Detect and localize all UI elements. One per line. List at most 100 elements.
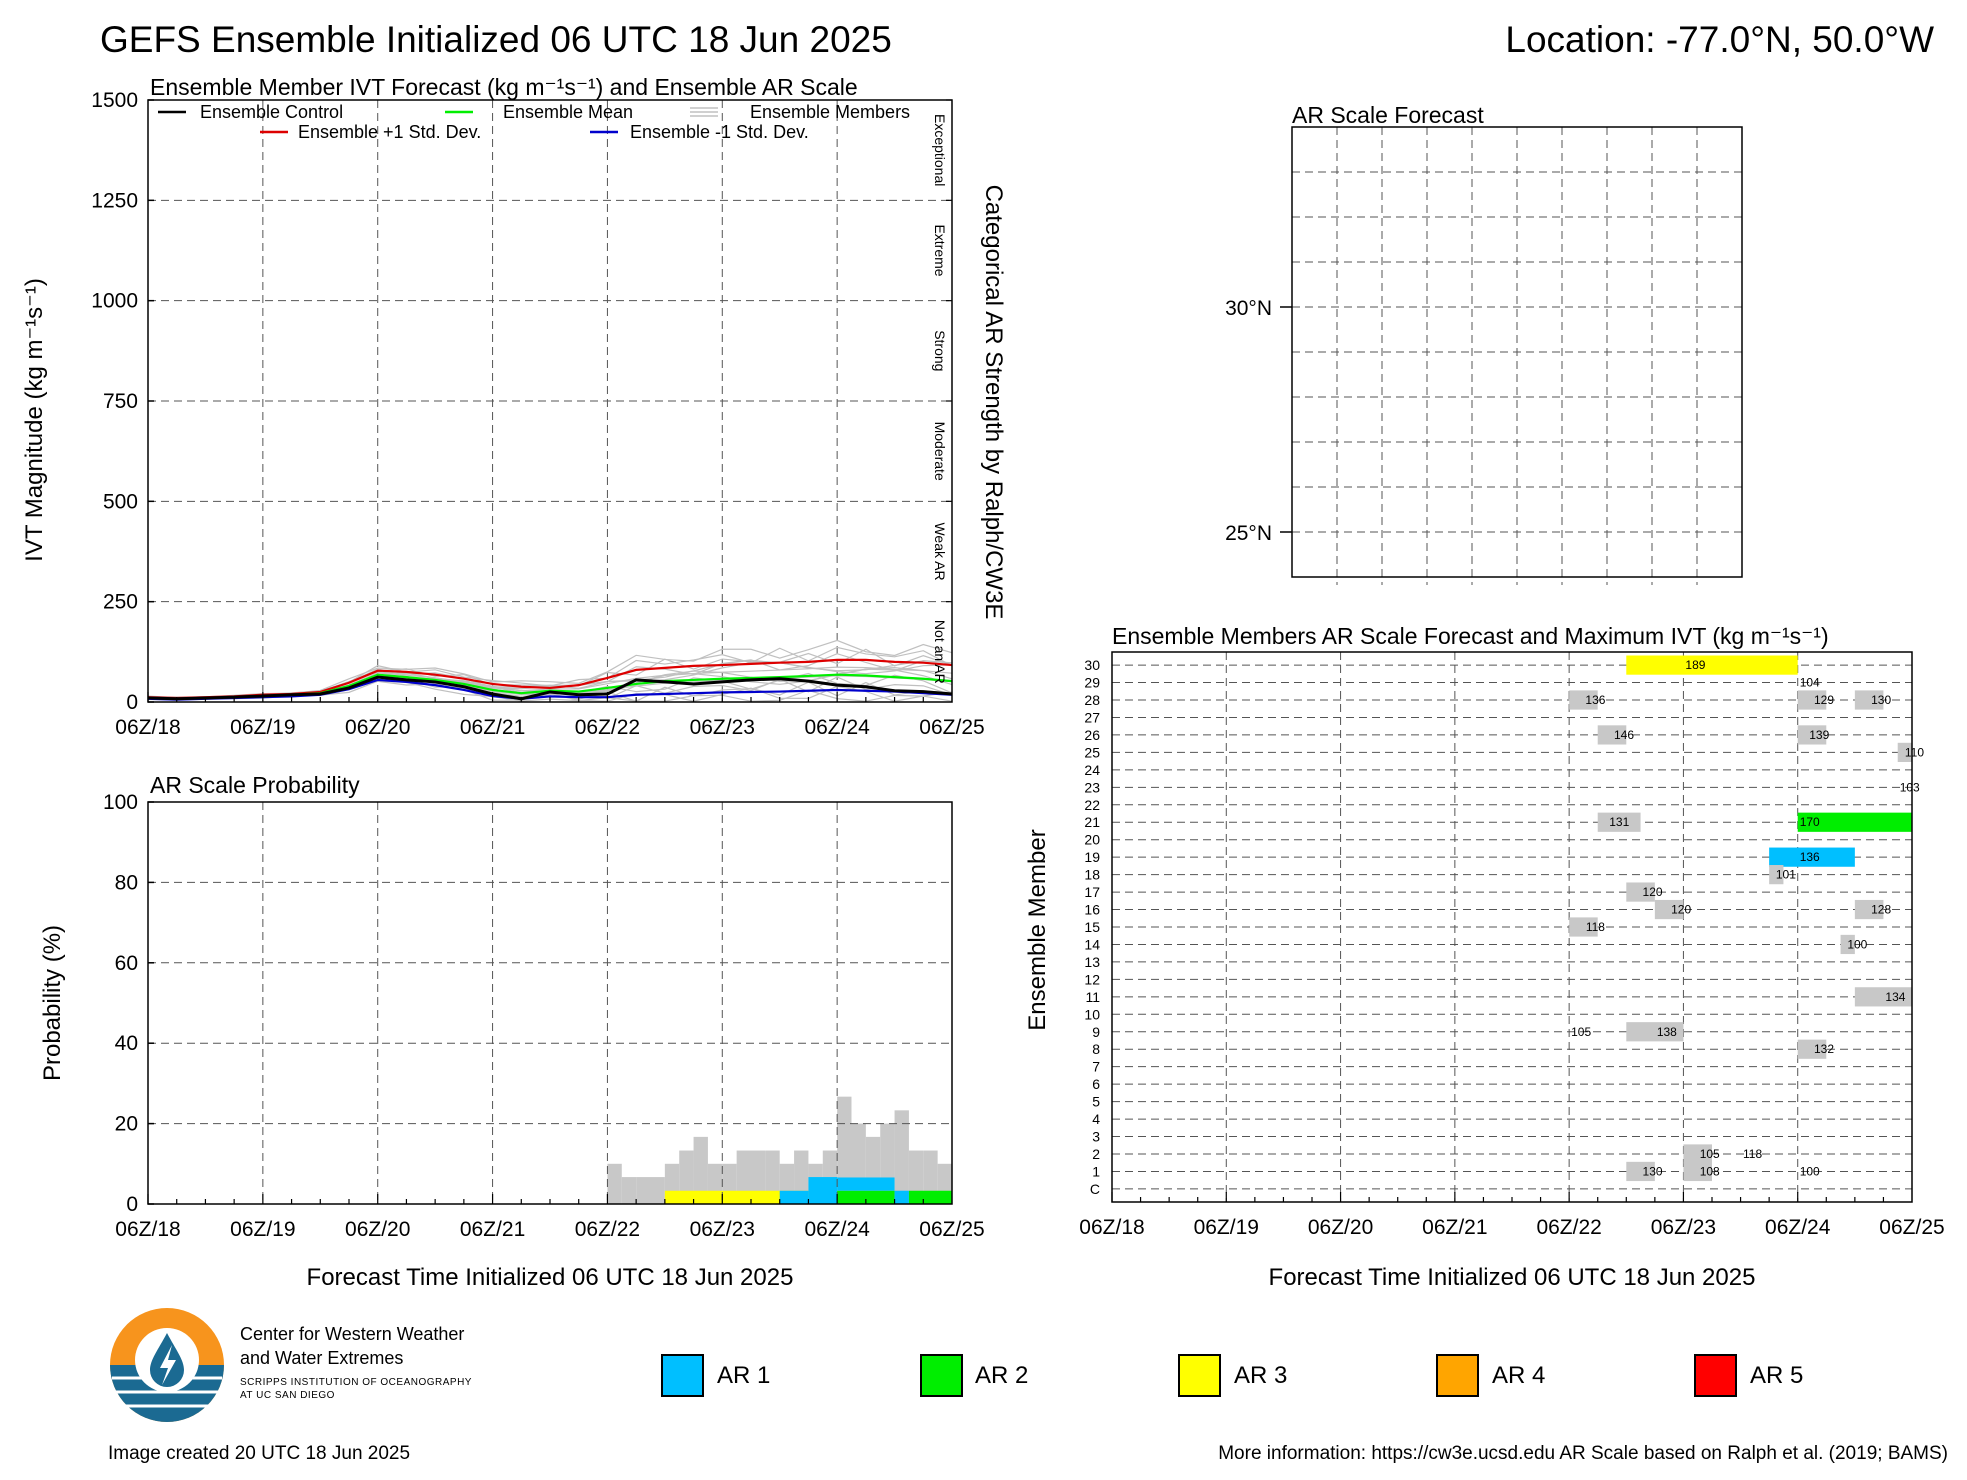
members-ytick-label: 20 <box>1084 832 1100 848</box>
member-max-ivt-label: 136 <box>1800 850 1820 864</box>
logo-line4: AT UC SAN DIEGO <box>240 1390 335 1401</box>
prob-any-bar <box>693 1136 708 1204</box>
prob-xtick-label: 06Z/22 <box>575 1218 640 1241</box>
prob-ytick-label: 40 <box>115 1032 138 1055</box>
member-26-gray-bar <box>1597 725 1627 745</box>
member-max-ivt-label: 129 <box>1814 693 1834 707</box>
member-21-gray-bar <box>1597 812 1641 832</box>
map-lat-30: 30°N <box>1225 297 1272 320</box>
prob-xtick-label: 06Z/23 <box>690 1218 755 1241</box>
ar2-swatch <box>920 1354 963 1397</box>
ivt-xtick-label: 06Z/18 <box>115 716 180 739</box>
prob-ar1-bar <box>894 1190 909 1204</box>
prob-any-bar <box>794 1150 809 1204</box>
prob-ar2-bar <box>837 1190 895 1204</box>
ivt-series-control <box>147 675 953 701</box>
footer-created: Image created 20 UTC 18 Jun 2025 <box>108 1443 410 1464</box>
cw3e-logo-icon <box>110 1308 224 1422</box>
members-ytick-label: 17 <box>1084 884 1100 900</box>
prob-xlabel: Forecast Time Initialized 06 UTC 18 Jun … <box>307 1264 794 1291</box>
map-frame <box>1291 126 1743 578</box>
prob-ylabel: Probability (%) <box>39 925 66 1081</box>
members-ytick-label: 28 <box>1084 692 1100 708</box>
members-ytick-label: 25 <box>1084 744 1100 760</box>
ivt-ytick-label: 1500 <box>91 89 138 112</box>
ivt-ytick-label: 1250 <box>91 189 138 212</box>
member-max-ivt-label: 170 <box>1800 815 1820 829</box>
member-18-gray-bar <box>1769 865 1784 885</box>
prob-any-bar <box>679 1150 694 1204</box>
prob-plot-frame <box>147 801 953 1205</box>
member-8-gray-bar <box>1797 1039 1827 1059</box>
prob-xtick-label: 06Z/18 <box>115 1218 180 1241</box>
member-max-ivt-label: 132 <box>1814 1042 1834 1056</box>
member-1-gray-bar <box>1626 1161 1655 1182</box>
ivt-chart: Ensemble Member IVT Forecast (kg m⁻¹s⁻¹)… <box>21 74 1007 739</box>
member-max-ivt-label: 134 <box>1885 990 1905 1004</box>
member-max-ivt-label: 146 <box>1614 728 1634 742</box>
ivt-chart-title: Ensemble Member IVT Forecast (kg m⁻¹s⁻¹)… <box>150 74 858 100</box>
prob-ar1-bar <box>837 1177 895 1191</box>
member-max-ivt-label: 139 <box>1809 728 1829 742</box>
ivt-xtick-label: 06Z/21 <box>460 716 525 739</box>
figure-title: GEFS Ensemble Initialized 06 UTC 18 Jun … <box>100 19 892 60</box>
member-28-gray-bar <box>1569 690 1598 710</box>
members-xtick-label: 06Z/21 <box>1422 1216 1487 1239</box>
ar3-label: AR 3 <box>1234 1362 1287 1389</box>
prob-any-bar <box>650 1177 665 1204</box>
member-max-ivt-label: 136 <box>1585 693 1605 707</box>
prob-ytick-label: 80 <box>115 871 138 894</box>
member-max-ivt-label: 118 <box>1586 920 1605 934</box>
member-16-gray-bar <box>1654 899 1684 920</box>
ivt-category-label: Extreme <box>932 224 948 276</box>
members-ytick-label: 23 <box>1084 779 1100 795</box>
members-ytick-label: 14 <box>1084 936 1100 952</box>
member-9-gray-bar <box>1626 1022 1684 1042</box>
prob-any-bar <box>621 1177 637 1204</box>
member-2-gray-bar <box>1683 1144 1712 1164</box>
ivt-xtick-label: 06Z/25 <box>919 716 984 739</box>
ivt-xtick-label: 06Z/23 <box>690 716 755 739</box>
member-max-ivt-label: 101 <box>1776 868 1796 882</box>
ar4-swatch <box>1436 1354 1479 1397</box>
ivt-ylabel: IVT Magnitude (kg m⁻¹s⁻¹) <box>21 278 48 562</box>
ivt-category-label: Not an AR <box>932 620 948 684</box>
member-28-gray-bar <box>1797 690 1827 710</box>
member-max-ivt-label: 130 <box>1643 1164 1663 1178</box>
prob-any-bar <box>894 1110 909 1204</box>
member-max-ivt-label: 130 <box>1871 693 1891 707</box>
member-19-ar1-bar <box>1769 847 1855 867</box>
ar3-swatch <box>1178 1354 1221 1397</box>
members-ytick-label: 8 <box>1092 1041 1100 1057</box>
prob-ar1-bar <box>779 1190 809 1204</box>
member-max-ivt-label: 120 <box>1671 903 1691 917</box>
members-ytick-label: 11 <box>1085 989 1100 1005</box>
map-title: AR Scale Forecast <box>1292 102 1484 128</box>
members-xtick-label: 06Z/20 <box>1308 1216 1373 1239</box>
footer-info: More information: https://cw3e.ucsd.edu … <box>1218 1443 1948 1464</box>
members-ytick-label: 12 <box>1084 971 1100 987</box>
legend-control-label: Ensemble Control <box>200 102 343 122</box>
member-max-ivt-label: 104 <box>1800 676 1820 690</box>
members-chart: Ensemble Members AR Scale Forecast and M… <box>1024 623 1945 1291</box>
prob-chart-title: AR Scale Probability <box>150 772 360 798</box>
member-21-ar2-bar <box>1797 812 1912 832</box>
logo-line3: SCRIPPS INSTITUTION OF OCEANOGRAPHY <box>240 1377 472 1388</box>
prob-ar2-bar <box>908 1190 952 1204</box>
member-25-gray-bar <box>1897 742 1912 762</box>
members-ytick-label: 24 <box>1084 762 1100 778</box>
members-ytick-label: 7 <box>1092 1059 1100 1075</box>
member-max-ivt-label: 131 <box>1609 815 1629 829</box>
ivt-ytick-label: 1000 <box>91 290 138 313</box>
ivt-xtick-label: 06Z/24 <box>804 716 870 739</box>
map-lat-25: 25°N <box>1225 522 1272 545</box>
ivt-category-label: Strong <box>932 330 948 371</box>
logo-line2: and Water Extremes <box>240 1348 403 1368</box>
ar1-label: AR 1 <box>717 1362 770 1389</box>
members-ytick-label: 9 <box>1092 1024 1100 1040</box>
members-xtick-label: 06Z/25 <box>1879 1216 1944 1239</box>
member-max-ivt-label: 108 <box>1700 1164 1720 1178</box>
prob-xtick-label: 06Z/25 <box>919 1218 984 1241</box>
members-ytick-label: 4 <box>1092 1111 1100 1127</box>
